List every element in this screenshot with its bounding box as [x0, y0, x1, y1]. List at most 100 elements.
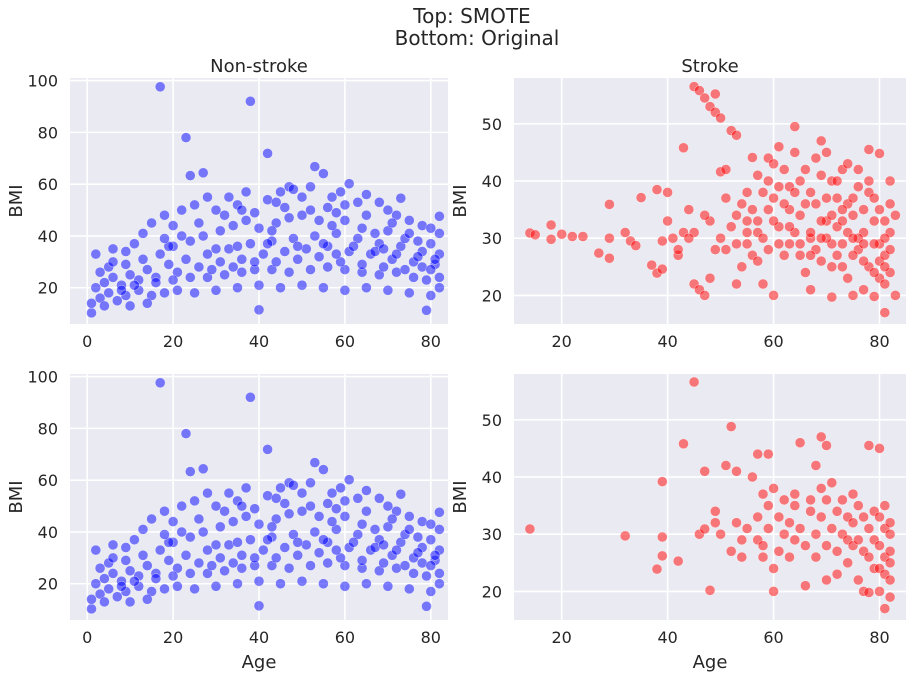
- scatter-point: [279, 542, 291, 553]
- scatter-point: [189, 199, 200, 211]
- scatter-point: [232, 537, 243, 548]
- scatter-point: [868, 291, 880, 302]
- scatter-point: [688, 376, 700, 388]
- scatter-point: [369, 228, 381, 239]
- scatter-point: [215, 521, 226, 533]
- scatter-point: [116, 285, 127, 296]
- suptitle-line1: Top: SMOTE: [412, 4, 530, 28]
- scatter-point: [529, 229, 541, 241]
- scatter-point: [283, 266, 295, 278]
- scatter-point: [150, 573, 162, 584]
- scatter-point: [167, 570, 179, 582]
- y-tick-label: 60: [38, 175, 58, 194]
- scatter-point: [800, 164, 811, 175]
- scatter-point: [361, 485, 372, 496]
- scatter-point: [657, 263, 668, 275]
- scatter-point: [249, 552, 260, 564]
- scatter-point: [154, 544, 166, 556]
- scatter-point: [784, 238, 795, 250]
- scatter-point: [253, 222, 265, 234]
- scatter-point: [884, 517, 896, 528]
- scatter-point: [318, 464, 329, 475]
- scatter-point: [725, 221, 737, 232]
- scatter-point: [382, 285, 394, 296]
- scatter-point: [305, 500, 316, 512]
- scatter-point: [305, 204, 316, 216]
- subplot-title: Stroke: [681, 56, 738, 77]
- scatter-point: [107, 552, 119, 564]
- scatter-point: [773, 181, 785, 192]
- scatter-point: [129, 575, 140, 587]
- scatter-point: [305, 477, 316, 489]
- scatter-point: [747, 471, 758, 483]
- scatter-point: [884, 175, 896, 187]
- scatter-point: [556, 228, 567, 240]
- scatter-point: [154, 248, 166, 260]
- scatter-point: [245, 96, 256, 107]
- scatter-point: [757, 278, 769, 290]
- scatter-point: [112, 591, 123, 602]
- scatter-point: [778, 250, 790, 261]
- scatter-point: [651, 184, 663, 195]
- scatter-point: [821, 440, 832, 451]
- y-tick-label: 100: [27, 72, 58, 91]
- x-tick-label: 40: [249, 332, 269, 351]
- scatter-point: [868, 192, 880, 204]
- scatter-point: [378, 243, 389, 255]
- scatter-point: [185, 272, 196, 283]
- scatter-point: [741, 187, 753, 198]
- scatter-point: [826, 261, 838, 273]
- scatter-point: [245, 238, 256, 249]
- scatter-point: [374, 493, 385, 504]
- scatter-point: [318, 168, 329, 179]
- scatter-point: [874, 511, 885, 523]
- scatter-point: [868, 267, 880, 278]
- scatter-point: [193, 557, 205, 569]
- scatter-point: [210, 500, 222, 512]
- scatter-point: [657, 531, 668, 543]
- scatter-point: [831, 506, 843, 517]
- scatter-point: [736, 551, 748, 563]
- scatter-point: [821, 147, 832, 158]
- scatter-point: [884, 528, 896, 540]
- scatter-point: [821, 494, 832, 506]
- scatter-point: [404, 583, 415, 595]
- scatter-point: [176, 500, 187, 512]
- scatter-point: [763, 523, 774, 534]
- scatter-point: [604, 199, 615, 210]
- scatter-point: [283, 212, 295, 224]
- scatter-point: [619, 530, 631, 542]
- scatter-point: [429, 550, 441, 561]
- scatter-point: [361, 282, 372, 293]
- scatter-point: [651, 563, 663, 575]
- y-axis-label: BMI: [450, 184, 471, 217]
- scatter-point: [741, 215, 753, 227]
- scatter-point: [736, 534, 748, 546]
- x-tick-label: 40: [249, 628, 269, 647]
- scatter-point: [421, 570, 432, 582]
- scatter-point: [810, 152, 822, 164]
- scatter-point: [715, 232, 726, 244]
- scatter-point: [699, 466, 710, 477]
- scatter-point: [163, 259, 175, 270]
- scatter-point: [757, 187, 769, 198]
- scatter-point: [313, 511, 325, 522]
- scatter-point: [800, 540, 811, 551]
- scatter-point: [142, 298, 153, 309]
- scatter-point: [120, 259, 132, 270]
- scatter-point: [99, 596, 110, 608]
- scatter-point: [842, 557, 853, 569]
- scatter-point: [318, 578, 329, 589]
- scatter-point: [879, 278, 891, 290]
- y-tick-label: 40: [482, 172, 502, 191]
- scatter-point: [752, 511, 763, 523]
- scatter-point: [646, 259, 657, 271]
- subplot-stroke-original: 20 40 60 80 20 30 40 50 Age BMI: [450, 374, 906, 673]
- scatter-point: [159, 505, 170, 517]
- scatter-point: [309, 161, 321, 172]
- scatter-point: [805, 250, 816, 261]
- scatter-point: [858, 238, 869, 250]
- scatter-point: [185, 466, 196, 477]
- scatter-point: [313, 251, 325, 262]
- scatter-points: [86, 81, 445, 319]
